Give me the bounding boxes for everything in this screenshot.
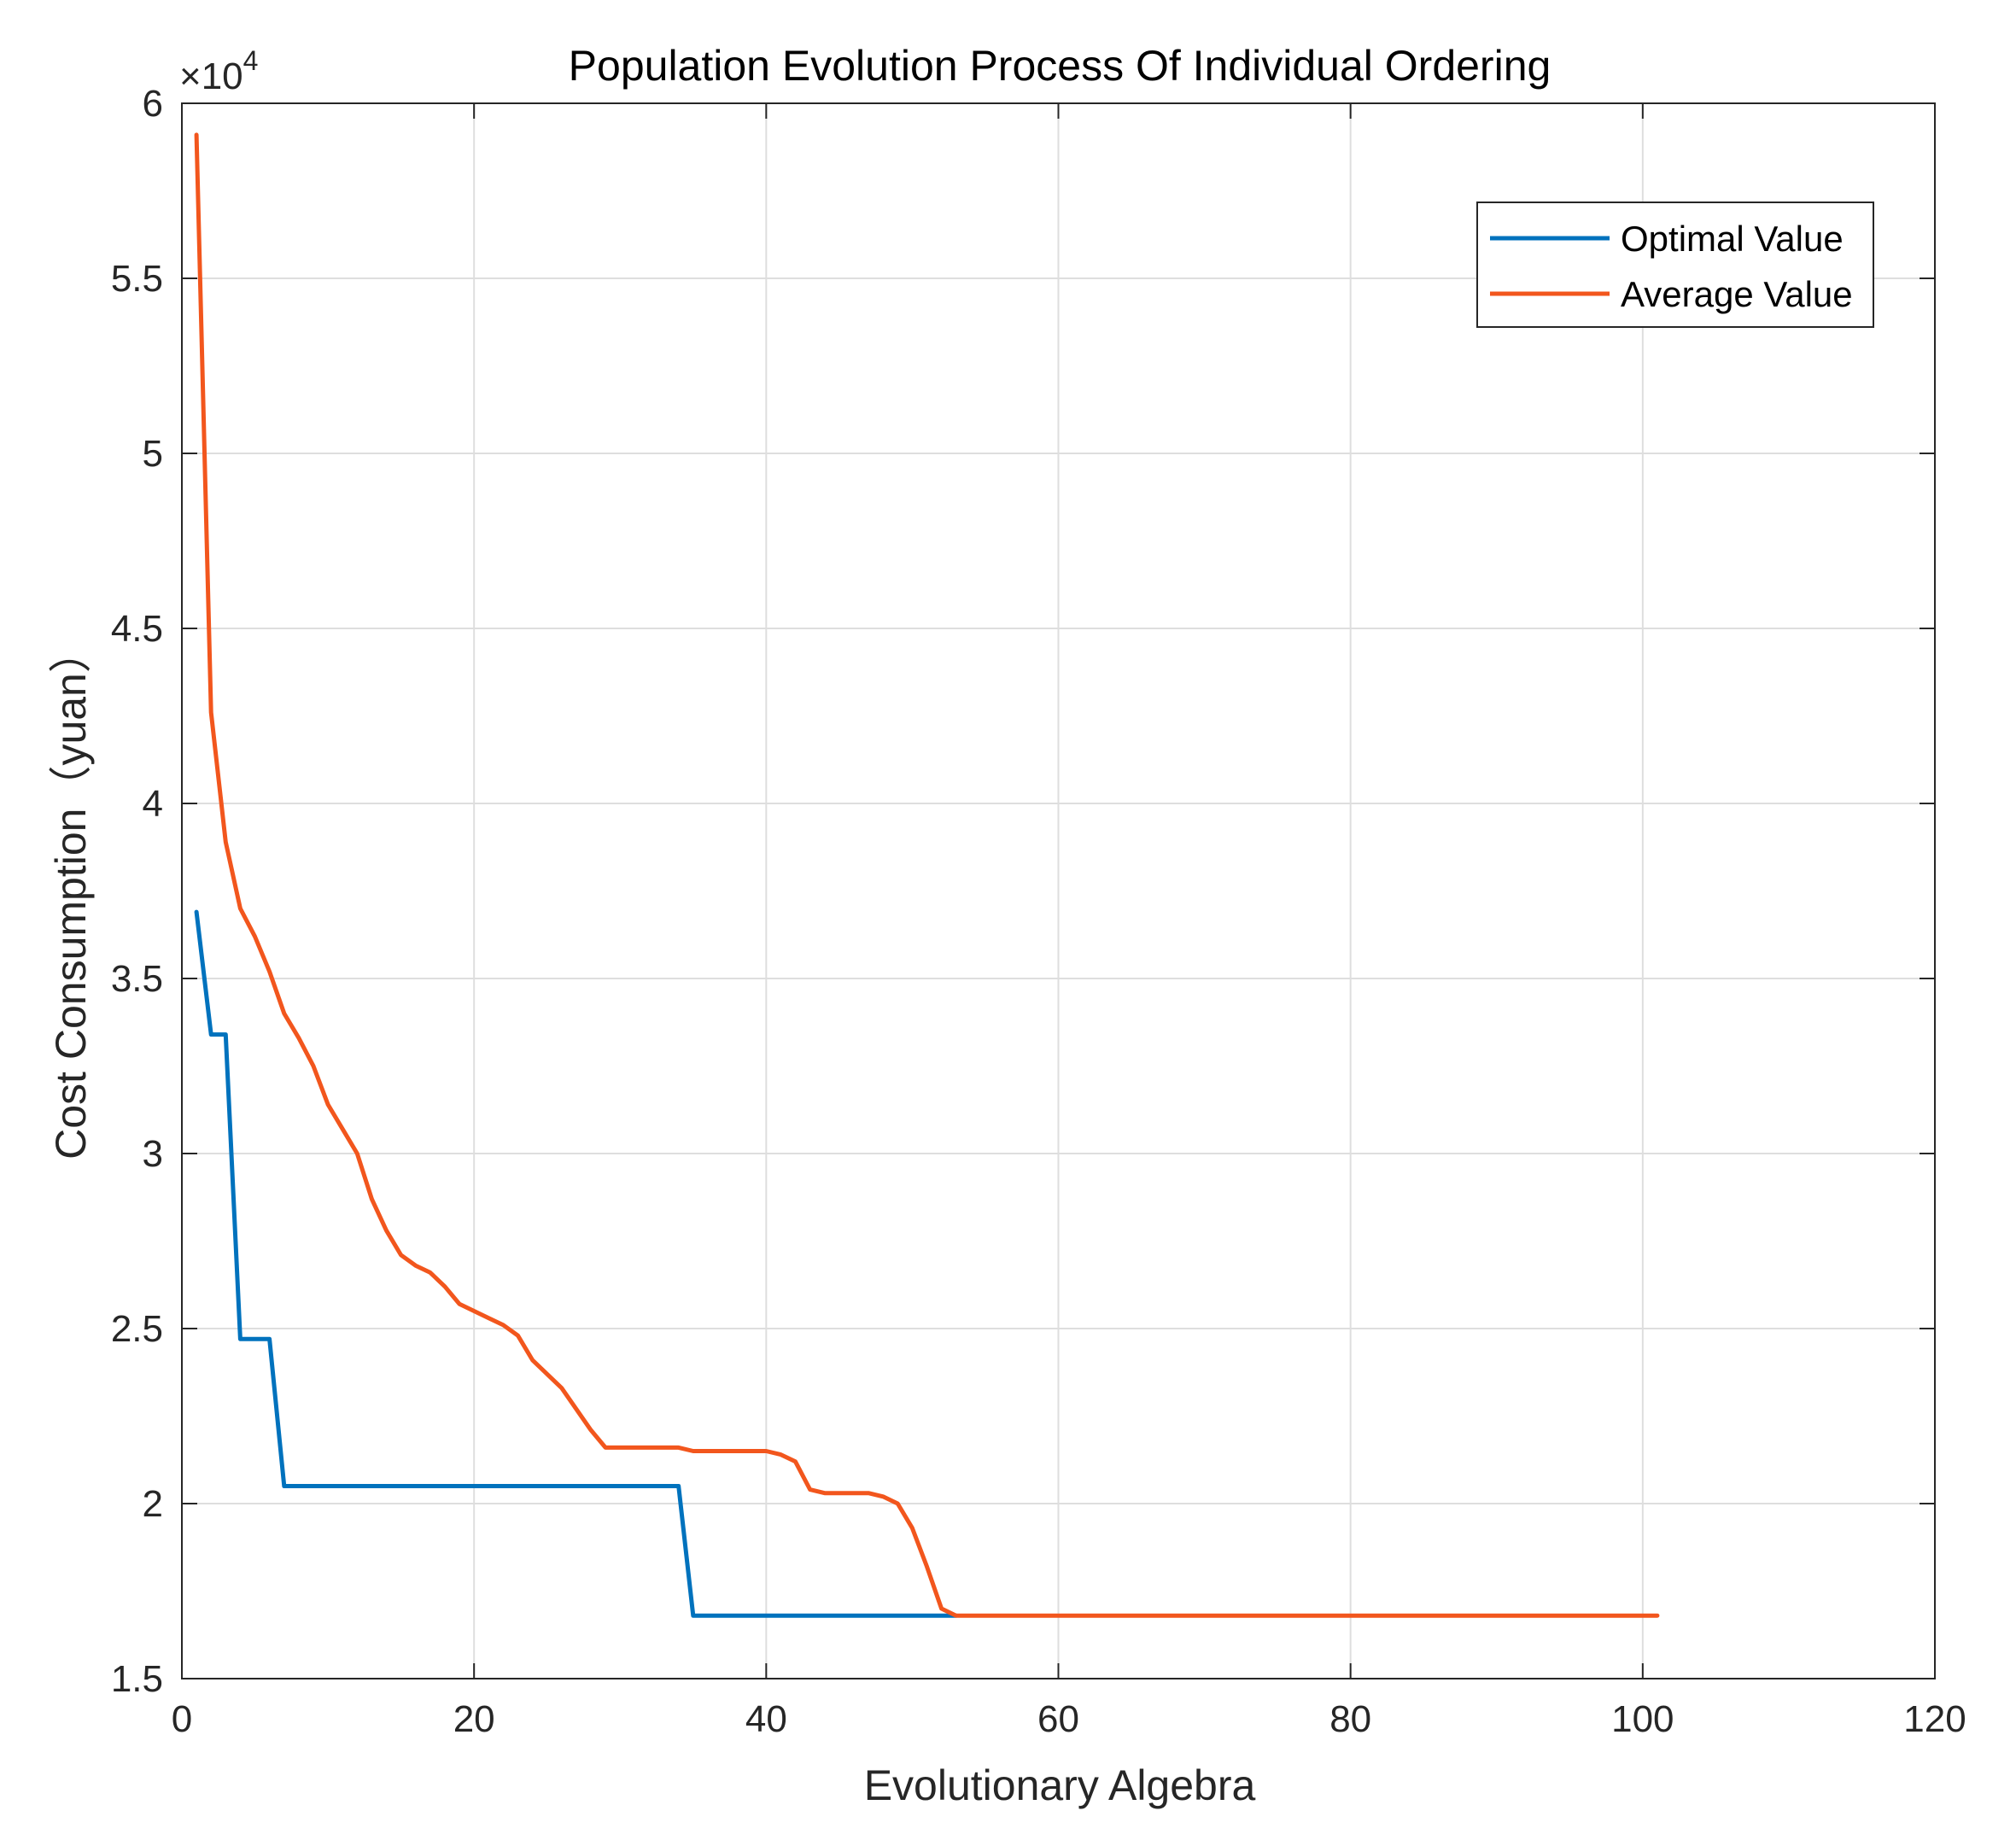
x-tick-label: 120 xyxy=(1903,1698,1966,1740)
axis-ticks xyxy=(181,102,1936,1679)
x-tick-label: 20 xyxy=(453,1698,495,1740)
y-multiplier-exponent: 4 xyxy=(243,45,259,76)
y-axis-title: Cost Consumption（yuan） xyxy=(47,630,95,1159)
x-tick-label: 40 xyxy=(745,1698,787,1740)
x-tick-label: 0 xyxy=(172,1698,192,1740)
legend-box xyxy=(1476,202,1874,328)
y-tick-label: 5 xyxy=(143,433,163,475)
x-tick-label: 100 xyxy=(1611,1698,1674,1740)
x-tick-label: 60 xyxy=(1037,1698,1079,1740)
y-tick-label: 3 xyxy=(143,1133,163,1175)
grid xyxy=(182,103,1935,1679)
series-layer xyxy=(194,132,1660,1618)
y-tick-label: 6 xyxy=(143,83,163,125)
y-axis-multiplier: ×104 xyxy=(179,45,258,97)
y-tick-label: 4 xyxy=(143,783,163,825)
y-tick-label: 3.5 xyxy=(111,958,163,1000)
legend-label-average-value: Average Value xyxy=(1621,274,1853,314)
y-tick-labels: 1.5 2 2.5 3 3.5 4 4.5 5 5.5 6 xyxy=(111,83,163,1700)
y-tick-label: 5.5 xyxy=(111,258,163,300)
chart-title: Population Evolution Process Of Individu… xyxy=(569,42,1551,90)
x-tick-labels: 0 20 40 60 80 100 120 xyxy=(172,1698,1966,1740)
x-tick-label: 80 xyxy=(1329,1698,1371,1740)
y-tick-label: 1.5 xyxy=(111,1658,163,1700)
y-tick-label: 4.5 xyxy=(111,608,163,650)
y-multiplier-base: ×10 xyxy=(179,55,243,97)
series-line-optimal-value xyxy=(194,909,959,1618)
x-axis-title: Evolutionary Algebra xyxy=(864,1761,1256,1809)
y-tick-label: 2.5 xyxy=(111,1308,163,1350)
y-tick-label: 2 xyxy=(143,1483,163,1525)
legend-label-optimal-value: Optimal Value xyxy=(1621,219,1844,259)
series-line-average-value xyxy=(194,132,1660,1618)
legend: Optimal Value Average Value xyxy=(1476,202,1874,328)
